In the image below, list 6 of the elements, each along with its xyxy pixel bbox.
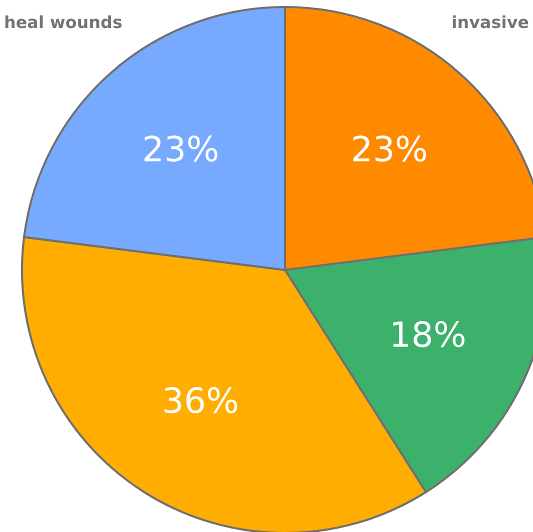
data-label: 23% <box>353 135 426 162</box>
data-label: 23% <box>144 135 218 162</box>
data-label: 18% <box>393 321 464 348</box>
data-label: 36% <box>164 387 238 414</box>
slice-label: heal wounds <box>5 15 122 28</box>
slice-label: invasive <box>452 15 528 28</box>
